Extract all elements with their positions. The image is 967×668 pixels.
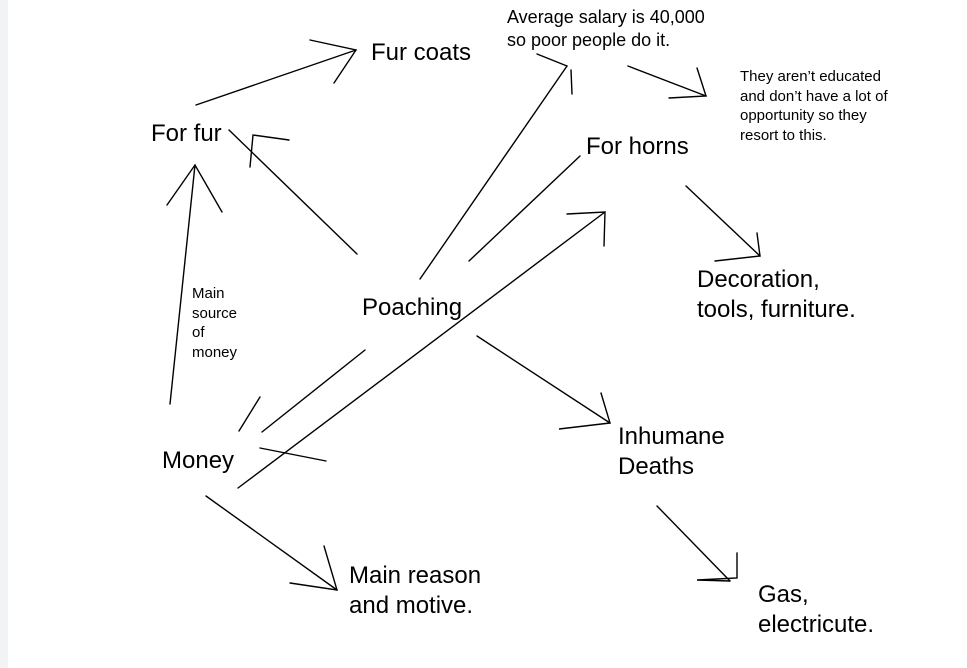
arrow-money-to-forhorns: [237, 211, 606, 489]
salary-note-line: so poor people do it.: [507, 30, 671, 50]
node-fur-coats: Fur coats: [371, 39, 472, 66]
arrow-deaths-to-gas: [656, 505, 731, 582]
inhumane-deaths-line: Deaths: [618, 453, 695, 480]
decoration-line: Decoration,: [697, 266, 820, 293]
main-reason-line: Main reason: [349, 562, 482, 589]
node-poaching: Poaching: [362, 294, 463, 321]
node-decoration: Decoration, tools, furniture.: [697, 265, 856, 325]
education-note-line: resort to this.: [740, 126, 827, 144]
arrowhead-deaths: [558, 392, 611, 430]
arrow-poaching-to-deaths: [476, 335, 611, 424]
gas-line: electricute.: [758, 611, 875, 638]
node-salary-note: Average salary is 40,000 so poor people …: [507, 6, 705, 52]
arrowhead-mainreason: [289, 545, 338, 591]
node-education-note: They aren’t educated and don’t have a lo…: [740, 67, 888, 145]
arrow-poaching-to-forfur: [228, 129, 358, 255]
arrowhead-forfur-right: [249, 134, 290, 168]
arrow-poaching-to-forhorns: [468, 155, 581, 262]
node-main-source: Main source of money: [192, 284, 237, 362]
salary-note-line: Average salary is 40,000: [507, 7, 705, 27]
decoration-line: tools, furniture.: [697, 296, 856, 323]
arrowhead-decoration: [714, 232, 761, 262]
node-main-reason: Main reason and motive.: [349, 561, 481, 621]
main-source-line: money: [192, 343, 238, 361]
node-for-horns: For horns: [586, 133, 689, 160]
node-money: Money: [162, 447, 235, 474]
arrow-money-to-forfur: [169, 164, 196, 405]
education-note-line: opportunity so they: [740, 107, 867, 124]
inhumane-deaths-line: Inhumane: [618, 423, 725, 450]
arrowhead-furcoats: [309, 39, 358, 84]
arrowhead-salary-tick-b: [570, 69, 573, 95]
arrow-forfur-to-furcoats: [195, 49, 357, 106]
main-reason-line: and motive.: [349, 592, 474, 619]
main-source-line: source: [192, 304, 238, 322]
arrowhead-salary-tick-a: [536, 53, 568, 67]
page-left-margin: [0, 0, 8, 668]
arrow-forhorns-to-decoration: [685, 185, 761, 257]
node-for-fur: For fur: [151, 120, 222, 147]
education-note-line: They aren’t educated: [740, 68, 881, 85]
arrowhead-poaching-tick-a: [238, 396, 261, 432]
arrowhead-education: [668, 67, 707, 99]
arrow-money-to-poaching: [261, 349, 366, 433]
arrow-poaching-to-salary: [419, 65, 568, 280]
arrowhead-gas: [696, 552, 738, 582]
arrowhead-poaching-tick-b: [259, 447, 327, 462]
arrow-money-to-mainreason: [205, 495, 338, 591]
main-source-line: Main: [192, 285, 225, 302]
gas-line: Gas,: [758, 581, 809, 608]
arrow-salary-to-education: [627, 65, 707, 97]
main-source-line: of: [192, 324, 205, 341]
node-inhumane-deaths: Inhumane Deaths: [618, 422, 725, 482]
arrowhead-forhorns: [566, 211, 606, 247]
education-note-line: and don’t have a lot of: [740, 87, 888, 105]
node-gas: Gas, electricute.: [758, 580, 874, 640]
arrowhead-forfur-bottom: [166, 163, 223, 213]
